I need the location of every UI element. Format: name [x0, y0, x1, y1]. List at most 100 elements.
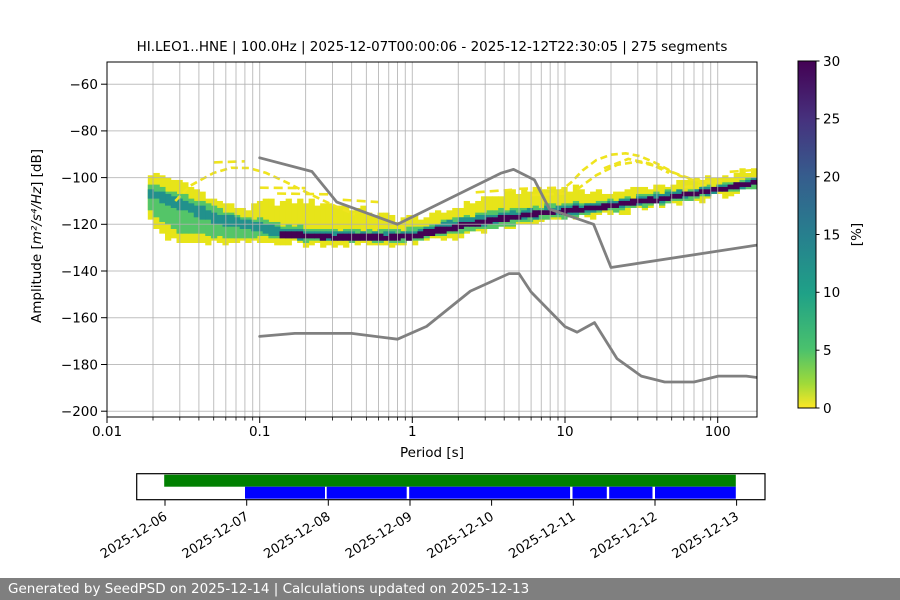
histogram-bin-density-1-5pct: [268, 198, 275, 244]
x-tick-label: 0.1: [249, 424, 270, 440]
histogram-bin-density-1-5pct: [613, 191, 620, 211]
colorbar: 0 5 10 15 20 25 30 [%]: [797, 54, 865, 417]
histogram-bin-density-mode-30pct: [354, 233, 361, 241]
timeline-date-label: 2025-12-09: [343, 509, 415, 562]
histogram-bin-density-mode-30pct: [451, 224, 459, 232]
y-tick-label: −60: [70, 77, 99, 93]
histogram-bin-density-mode-30pct: [641, 198, 648, 204]
histogram-bin-density-5-10pct: [165, 191, 172, 225]
histogram-bin-density-mode-30pct: [359, 233, 367, 241]
histogram-bin-density-1-5pct: [279, 200, 287, 246]
histogram-bin-density-1-5pct: [549, 186, 557, 220]
x-tick-label: 1: [408, 424, 417, 440]
histogram-bin-density-10-20pct: [182, 200, 189, 211]
histogram-bin-density-mode-30pct: [492, 217, 499, 222]
colorbar-tick-label: 30: [823, 54, 840, 70]
histogram-bin-density-mode-30pct: [750, 179, 757, 185]
histogram-bin-density-mode-30pct: [400, 233, 407, 239]
timeline-date-label: 2025-12-13: [670, 509, 742, 562]
histogram-bin-density-mode-30pct: [325, 233, 332, 239]
histogram-bin-density-1-5pct: [377, 212, 384, 246]
histogram-bin-density-10-20pct: [147, 189, 155, 199]
histogram-bin-density-mode-30pct: [572, 205, 579, 213]
footer-text: Generated by SeedPSD on 2025-12-14 | Cal…: [8, 581, 530, 597]
colorbar-tick-label: 0: [823, 401, 832, 417]
histogram-bin-density-mode-30pct: [670, 193, 677, 199]
histogram-bin-density-mode-30pct: [342, 233, 349, 241]
histogram-bin-density-1-5pct: [710, 177, 717, 194]
histogram-bin-density-1-5pct: [521, 189, 528, 225]
histogram-bin-density-10-20pct: [228, 214, 235, 227]
histogram-bin-density-mode-30pct: [561, 207, 568, 215]
histogram-bin-density-mode-30pct: [423, 228, 430, 236]
y-tick-label: −140: [61, 264, 98, 280]
histogram-bin-density-mode-30pct: [285, 231, 292, 239]
nhnm-line: [258, 156, 757, 269]
histogram-bin-density-mode-30pct: [584, 205, 591, 211]
histogram-bin-density-1-5pct: [343, 205, 350, 248]
timeline-data-segment: [326, 486, 407, 499]
histogram-bin-density-1-5pct: [383, 212, 390, 246]
histogram-bin-density-mode-30pct: [578, 207, 585, 213]
histogram-bin-density-mode-30pct: [497, 214, 505, 222]
histogram-bin-density-10-20pct: [544, 205, 551, 215]
histogram-bin-density-mode-30pct: [486, 217, 493, 225]
outlier-streak: [277, 192, 333, 196]
colorbar-tick-label: 10: [823, 285, 840, 301]
histogram-bin-density-mode-30pct: [296, 231, 304, 239]
histogram-bin-density-mode-30pct: [687, 191, 694, 197]
histogram-bin-density-10-20pct: [205, 210, 212, 220]
histogram-bin-density-mode-30pct: [457, 221, 464, 229]
histogram-bin-density-1-5pct: [331, 205, 338, 248]
timeline-data-segment: [609, 486, 653, 499]
histogram-bin-density-mode-30pct: [566, 207, 574, 213]
histogram-bin-density-mode-30pct: [440, 226, 447, 234]
histogram-bin-density-1-5pct: [630, 186, 637, 208]
histogram-bin-density-mode-30pct: [532, 210, 539, 218]
histogram-bin-density-mode-30pct: [635, 198, 642, 204]
y-tick-label: −80: [70, 124, 99, 140]
histogram-bin-density-mode-30pct: [595, 205, 602, 211]
histogram-bin-density-mode-30pct: [480, 219, 487, 225]
histogram-bin-density-mode-30pct: [727, 184, 734, 190]
histogram-bin-density-mode-30pct: [618, 200, 625, 206]
outlier-curve: [174, 166, 356, 216]
histogram-bin-density-10-20pct: [676, 189, 683, 199]
timeline-date-label: 2025-12-12: [588, 509, 660, 562]
histogram-bin-density-mode-30pct: [509, 214, 516, 220]
ppsd-histogram: [147, 168, 757, 248]
histogram-bin-density-mode-30pct: [543, 210, 551, 215]
histogram-bin-density-1-5pct: [337, 205, 344, 246]
histogram-bin-density-mode-30pct: [279, 231, 286, 239]
histogram-bin-density-mode-30pct: [314, 233, 321, 239]
histogram-bin-density-mode-30pct: [365, 233, 372, 241]
timeline-data-segment: [655, 486, 736, 499]
timeline-data-segment: [572, 486, 607, 499]
histogram-bin-density-10-20pct: [165, 193, 172, 206]
x-axis-label: Period [s]: [400, 445, 464, 461]
histogram-bin-density-mode-30pct: [704, 189, 711, 194]
histogram-bin-density-mode-30pct: [681, 191, 688, 197]
histogram-bin-density-mode-30pct: [629, 198, 637, 206]
histogram-bin-density-1-5pct: [555, 189, 562, 220]
histogram-bin-density-mode-30pct: [658, 196, 665, 201]
timeline-date-label: 2025-12-06: [98, 509, 170, 562]
timeline-date-label: 2025-12-11: [506, 509, 578, 562]
y-tick-label: −120: [61, 217, 98, 233]
histogram-bin-density-10-20pct: [193, 205, 200, 218]
histogram-bin-density-mode-30pct: [434, 226, 441, 234]
outlier-curve: [603, 157, 670, 175]
histogram-bin-density-mode-30pct: [377, 233, 384, 241]
histogram-bin-density-mode-30pct: [474, 219, 482, 227]
histogram-bin-density-10-20pct: [274, 226, 281, 236]
plot-frame: [106, 61, 758, 418]
histogram-bin-density-10-20pct: [251, 221, 258, 232]
timeline-data-segment: [409, 486, 571, 499]
outlier-streak: [683, 183, 711, 189]
histogram-bin-density-mode-30pct: [446, 226, 453, 232]
histogram-bin-density-10-20pct: [216, 214, 223, 225]
timeline-calculated-segment: [164, 474, 736, 487]
histogram-bin-density-1-5pct: [681, 179, 689, 201]
histogram-bin-density-mode-30pct: [319, 233, 327, 241]
